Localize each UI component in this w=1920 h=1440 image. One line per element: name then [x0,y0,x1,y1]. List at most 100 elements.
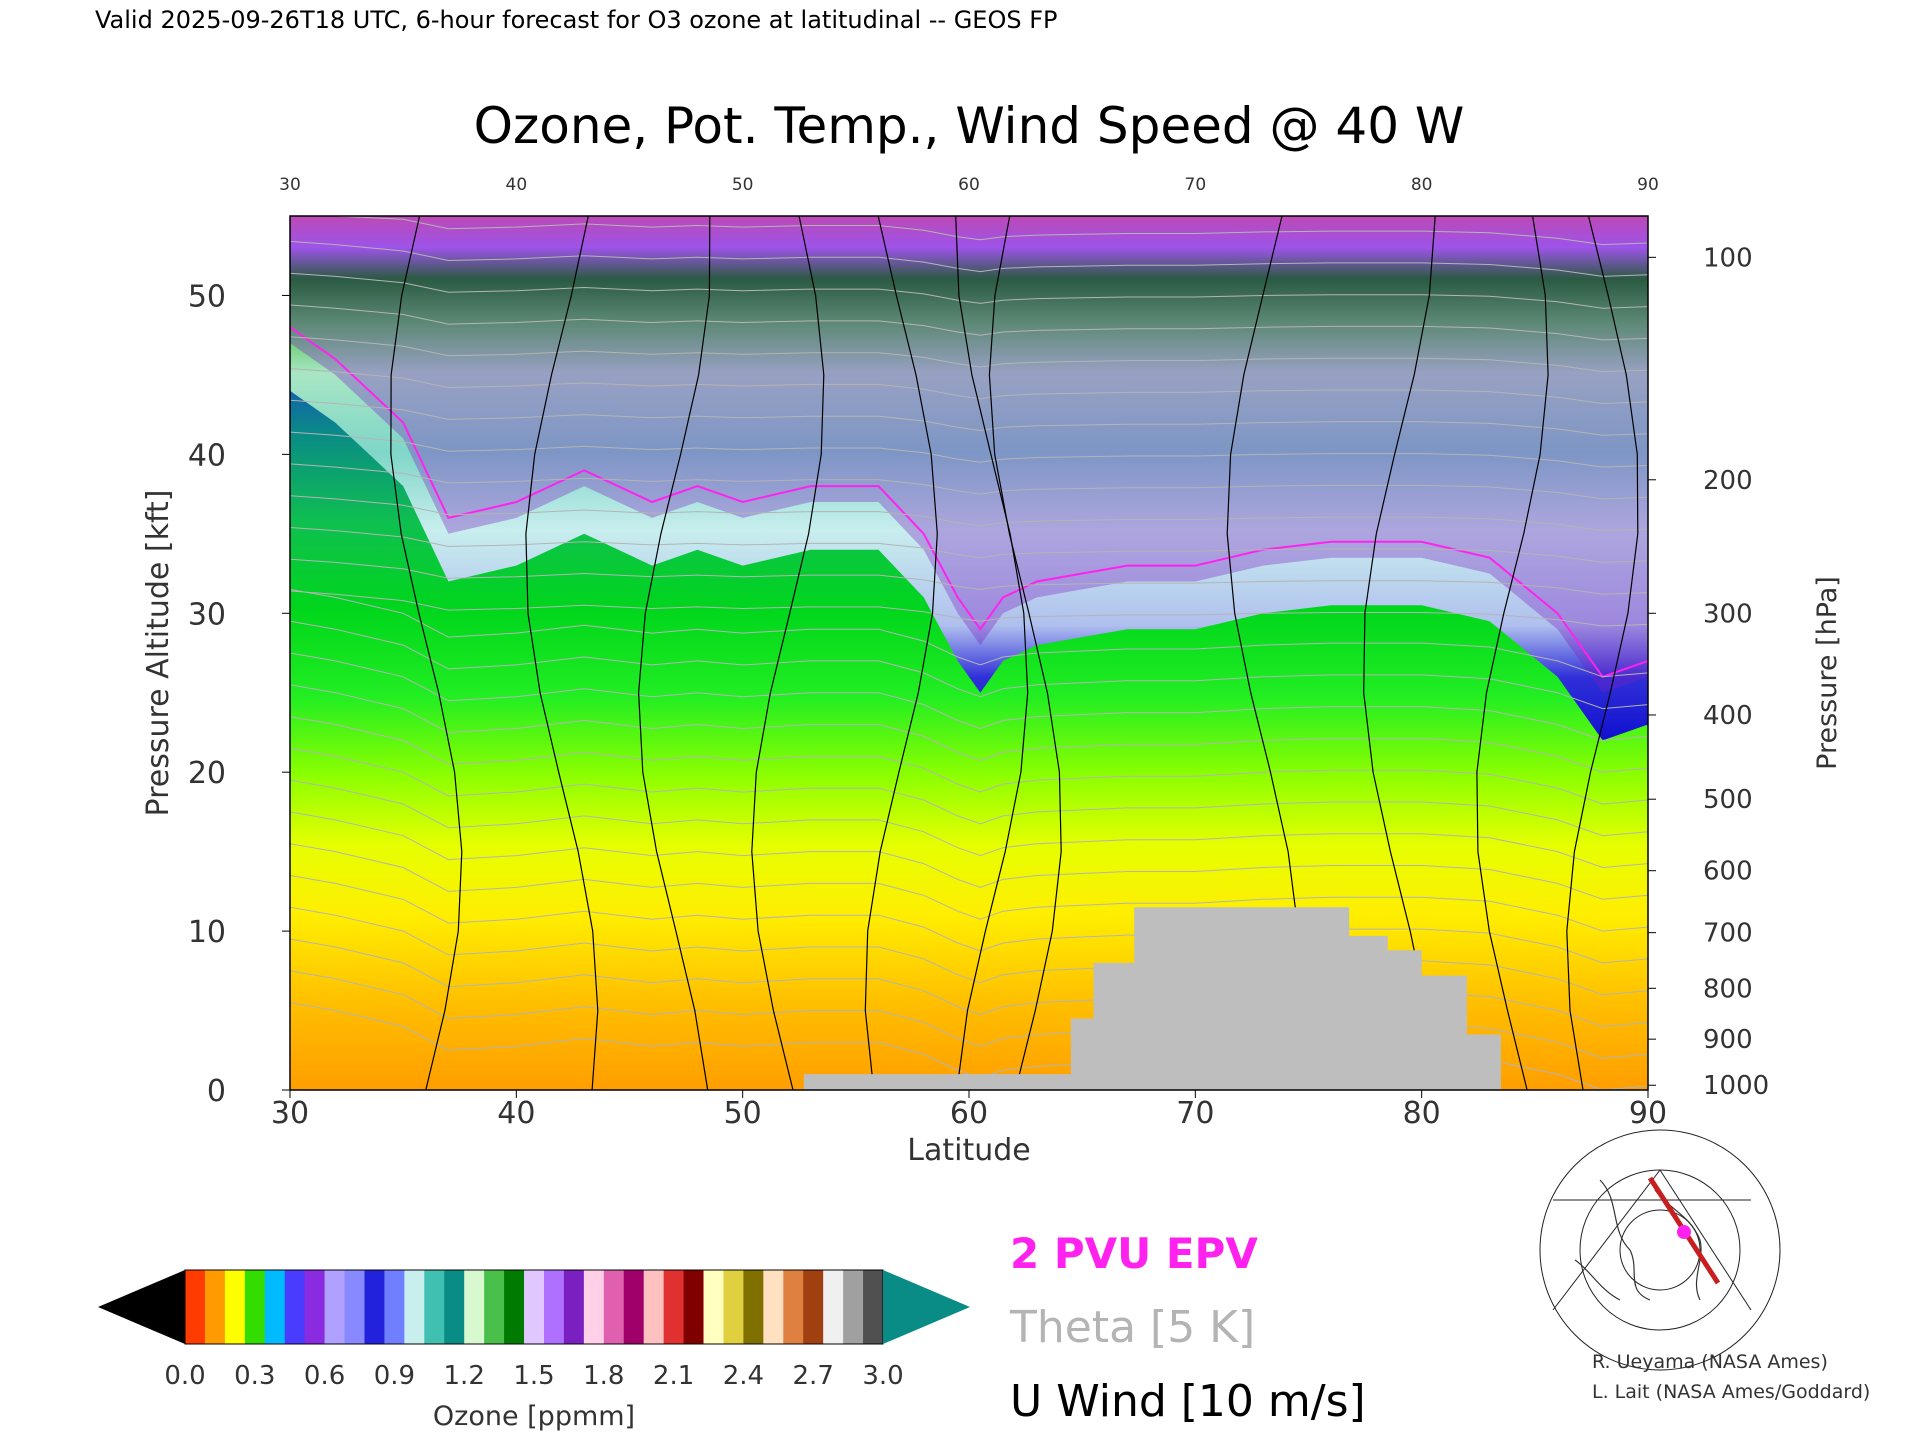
colorbar-segment [504,1270,525,1344]
top-x-tick-label: 40 [506,175,528,195]
pressure-tick-label: 500 [1703,785,1753,815]
colorbar-segment [663,1270,685,1344]
theta-contour [290,216,1648,246]
legend-theta: Theta [5 K] [1009,1302,1255,1353]
y-axis-label: Pressure Altitude [kft] [141,490,176,817]
colorbar-segment [683,1270,705,1344]
theta-contour [290,240,1648,277]
top-x-axis-ticks: 30 40 50 60 70 80 90 [279,175,1659,195]
colorbar-segment [224,1270,246,1344]
theta-contour [290,716,1648,805]
colorbar-segment [643,1270,665,1344]
theta-contours [290,216,1648,1090]
colorbar-segment [404,1270,425,1344]
u-wind-contour [955,216,1029,1090]
top-x-tick-label: 70 [1185,175,1207,195]
colorbar-segment [563,1270,585,1344]
legend-epv: 2 PVU EPV [1010,1229,1258,1278]
colorbar-segment [723,1270,744,1344]
y-tick-label: 50 [188,279,226,314]
colorbar: 0.0 0.3 0.6 0.9 1.2 1.5 1.8 2.1 2.4 2.7 3.0 Ozone … [98,1269,970,1432]
colorbar-segment [603,1270,625,1344]
theta-contour [290,272,1648,309]
colorbar-segment [863,1270,884,1344]
pressure-tick-label: 300 [1703,599,1753,629]
colorbar-tick-label: 2.7 [793,1361,834,1391]
y-tick-label: 40 [188,438,226,473]
colorbar-segment [623,1270,645,1344]
pressure-tick-label: 1000 [1703,1071,1769,1101]
colorbar-tick-label: 0.3 [234,1361,275,1391]
x-tick-label: 70 [1176,1096,1214,1131]
pressure-tick-label: 200 [1703,466,1753,496]
y-axis-ticks: 0 10 20 30 40 50 [188,279,290,1109]
x-tick-label: 40 [497,1096,535,1131]
y-tick-label: 0 [207,1074,226,1109]
top-x-tick-label: 30 [279,175,301,195]
theta-contour [290,843,1648,932]
colorbar-tick-label: 0.6 [304,1361,345,1391]
colorbar-segment [304,1270,326,1344]
tropopause-epv-contour [290,326,1648,678]
theta-contour [290,811,1648,900]
pressure-tick-label: 600 [1703,857,1753,887]
inset-location-marker [1677,1225,1691,1239]
colorbar-segment [803,1270,824,1344]
colorbar-segment [204,1270,226,1344]
inset-map [1539,1129,1781,1371]
u-wind-contour [637,216,711,1090]
pressure-tick-label: 700 [1703,919,1753,949]
colorbar-segment [264,1270,286,1344]
theta-contour [290,336,1648,373]
top-x-tick-label: 90 [1637,175,1659,195]
theta-contour [290,684,1648,773]
colorbar-over-arrow [883,1270,970,1344]
pressure-tick-label: 800 [1703,974,1753,1004]
colorbar-segment [703,1270,724,1344]
colorbar-tick-label: 1.8 [583,1361,624,1391]
u-wind-contour [1363,216,1436,1090]
x-tick-label: 50 [724,1096,762,1131]
colorbar-label: Ozone [ppmm] [433,1401,635,1432]
theta-contour [290,875,1648,964]
x-tick-label: 30 [271,1096,309,1131]
u-wind-contour [1566,216,1639,1090]
theta-contour [290,304,1648,341]
theta-contour [290,368,1648,405]
colorbar-under-arrow [98,1270,185,1344]
y-tick-label: 10 [188,915,226,950]
u-wind-contour [988,216,1062,1090]
x-tick-label: 60 [950,1096,988,1131]
colorbar-segment [783,1270,804,1344]
x-axis-ticks: 30 40 50 60 70 80 90 [271,1090,1667,1131]
colorbar-segment [543,1270,565,1344]
colorbar-tick-label: 1.5 [513,1361,554,1391]
theta-contour [290,399,1648,436]
u-wind-contours [390,216,1639,1090]
colorbar-segment [444,1270,465,1344]
credit-line-1: R. Ueyama (NASA Ames) [1592,1351,1828,1373]
top-x-tick-label: 50 [732,175,754,195]
terrain-mask [803,907,1501,1090]
colorbar-segment [324,1270,346,1344]
theta-contour [290,779,1648,869]
pressure-axis-ticks: 100 200 300 400 500 600 700 800 900 1000 [1648,243,1769,1101]
colorbar-tick-label: 0.0 [164,1361,205,1391]
u-wind-contour [525,216,599,1090]
chart-title: Ozone, Pot. Temp., Wind Speed @ 40 W [474,97,1465,155]
colorbar-segment [524,1270,545,1344]
theta-contour [290,620,1648,710]
theta-contour [290,527,1648,563]
colorbar-segment [244,1270,266,1344]
colorbar-segment [743,1270,764,1344]
theta-contour [290,463,1648,500]
valid-time-line: Valid 2025-09-26T18 UTC, 6-hour forecast… [95,6,1057,34]
theta-contour [290,588,1648,678]
colorbar-segment [583,1270,605,1344]
y-tick-label: 20 [188,756,226,791]
colorbar-segment [284,1270,306,1344]
colorbar-segment [823,1270,844,1344]
colorbar-tick-label: 2.1 [653,1361,694,1391]
colorbar-ticks: 0.0 0.3 0.6 0.9 1.2 1.5 1.8 2.1 2.4 2.7 3.0 [164,1361,903,1391]
colorbar-tick-label: 3.0 [862,1361,903,1391]
